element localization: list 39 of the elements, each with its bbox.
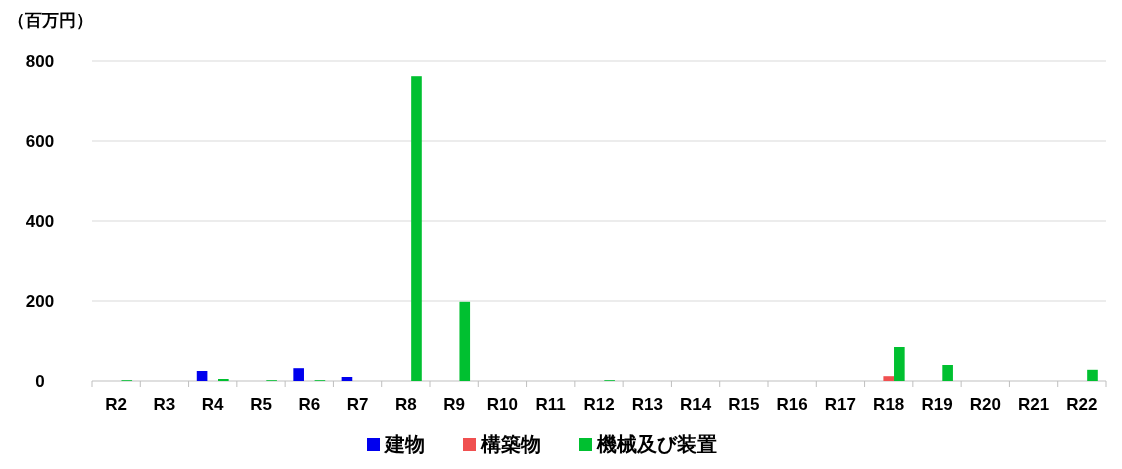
x-tick-label: R4 [201,395,225,414]
x-tick-label: R5 [250,395,272,414]
bar [411,76,422,381]
bar [1087,369,1098,381]
x-tick-label: R3 [153,395,176,414]
bar [341,377,353,381]
legend-label: 構築物 [480,433,541,455]
bar [894,347,905,381]
x-tick-label: R9 [443,395,466,414]
x-tick-label: R21 [1017,395,1050,414]
y-tick-label: 400 [25,211,55,231]
bar [883,376,895,381]
x-tick-label: R15 [728,395,760,414]
y-tick-label: 0 [35,371,45,391]
legend-label: 建物 [383,433,425,455]
x-tick-label: R2 [105,395,128,414]
x-tick-label: R14 [679,395,712,414]
y-axis-title: （百万円） [8,11,93,30]
x-tick-label: R19 [921,395,953,414]
legend-label: 機械及び装置 [596,433,717,455]
x-tick-label: R13 [631,395,663,414]
x-tick-label: R12 [583,395,615,414]
x-tick-label: R22 [1066,395,1098,414]
bar [459,301,471,381]
bar [942,365,953,381]
y-tick-label: 600 [25,131,55,151]
x-tick-label: R16 [776,395,808,414]
y-tick-label: 800 [25,51,55,71]
x-tick-label: R18 [873,395,905,414]
x-tick-label: R17 [824,395,857,414]
bar [293,368,304,381]
x-tick-label: R11 [535,395,566,414]
bar [196,371,208,381]
x-tick-label: R10 [486,395,519,414]
x-tick-label: R7 [346,395,369,414]
x-tick-label: R20 [969,395,1001,414]
x-tick-label: R6 [298,395,321,414]
y-tick-label: 200 [25,291,55,311]
x-tick-label: R8 [394,395,417,414]
